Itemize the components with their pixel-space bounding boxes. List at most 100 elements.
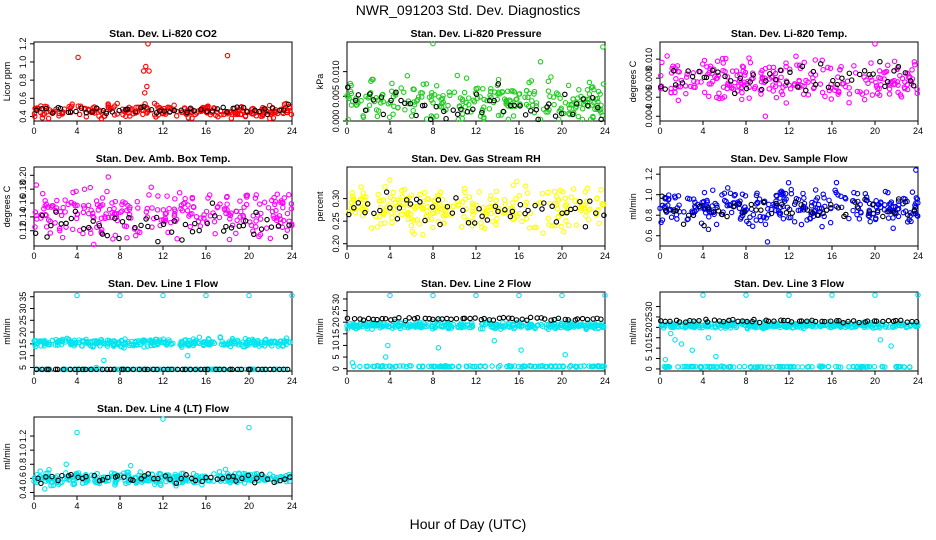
- data-point: [715, 69, 721, 75]
- data-point: [502, 209, 509, 216]
- y-tick-label: 1.2: [644, 168, 654, 181]
- x-tick-label: 8: [743, 251, 748, 261]
- data-point: [885, 215, 892, 221]
- data-point: [374, 113, 381, 120]
- data-point: [911, 59, 918, 65]
- data-point: [438, 104, 445, 110]
- data-point: [184, 207, 191, 214]
- data-point: [98, 115, 105, 122]
- data-point: [892, 203, 899, 210]
- data-point: [281, 339, 288, 346]
- data-point: [461, 185, 468, 192]
- data-point: [171, 107, 178, 114]
- data-point: [584, 198, 590, 204]
- data-point: [169, 366, 175, 373]
- data-point: [582, 224, 589, 230]
- data-point: [827, 65, 834, 71]
- data-point: [497, 362, 503, 369]
- data-point: [473, 91, 480, 97]
- data-point: [352, 323, 359, 329]
- data-point: [514, 96, 520, 102]
- data-point: [45, 115, 52, 122]
- plot-frame: [659, 291, 919, 372]
- data-point: [736, 83, 742, 89]
- data-points: [657, 167, 921, 245]
- data-point: [68, 339, 75, 346]
- data-point: [509, 208, 516, 215]
- data-point: [783, 100, 790, 106]
- data-point: [526, 90, 533, 97]
- data-point: [525, 325, 531, 331]
- data-point: [274, 215, 280, 221]
- data-point: [518, 322, 525, 329]
- data-point: [914, 213, 921, 219]
- data-point: [223, 223, 229, 230]
- x-tick-label: 8: [117, 501, 122, 511]
- data-point: [40, 112, 46, 118]
- data-point: [447, 92, 453, 99]
- x-tick-label: 8: [430, 251, 435, 261]
- y-tick-label: 35: [18, 292, 28, 302]
- data-point: [389, 325, 396, 331]
- data-point: [192, 220, 198, 227]
- data-point: [355, 200, 362, 206]
- data-point: [178, 107, 185, 114]
- data-point: [349, 360, 356, 366]
- data-point: [212, 230, 218, 237]
- data-point: [719, 192, 725, 198]
- data-point: [741, 209, 747, 215]
- data-point: [830, 77, 836, 84]
- data-point: [720, 67, 726, 74]
- data-point: [173, 480, 180, 487]
- data-point: [192, 366, 199, 373]
- data-point: [453, 315, 460, 322]
- data-points: [346, 177, 607, 238]
- data-point: [815, 201, 822, 208]
- data-points: [31, 41, 295, 122]
- data-point: [529, 98, 535, 104]
- data-point: [490, 203, 497, 209]
- data-point: [229, 366, 236, 373]
- data-point: [143, 209, 150, 215]
- data-point: [48, 222, 54, 229]
- data-point: [448, 316, 454, 322]
- data-point: [444, 203, 451, 210]
- data-point: [865, 80, 871, 87]
- data-point: [819, 89, 826, 96]
- data-point: [101, 357, 107, 364]
- data-point: [739, 191, 746, 197]
- data-point: [912, 62, 918, 68]
- data-point: [773, 192, 779, 199]
- data-point: [454, 72, 461, 79]
- data-point: [679, 364, 686, 370]
- data-point: [545, 78, 552, 85]
- data-point: [787, 69, 793, 76]
- data-point: [568, 102, 574, 108]
- data-point: [554, 205, 561, 212]
- data-point: [739, 89, 745, 96]
- data-point: [423, 81, 430, 87]
- y-tick-label: 0.12: [18, 222, 28, 240]
- data-point: [683, 90, 689, 97]
- data-point: [706, 93, 712, 100]
- data-point: [780, 189, 786, 196]
- data-point: [190, 342, 197, 349]
- data-point: [363, 194, 369, 200]
- data-point: [664, 364, 671, 370]
- data-point: [484, 97, 490, 104]
- data-point: [252, 341, 259, 348]
- data-point: [806, 364, 812, 370]
- data-point: [788, 319, 795, 325]
- data-point: [80, 230, 86, 237]
- data-point: [912, 204, 918, 211]
- data-point: [360, 190, 366, 196]
- data-point: [723, 55, 729, 62]
- data-point: [466, 95, 472, 101]
- chart-title: Stan. Dev. Li-820 Temp.: [731, 28, 847, 40]
- data-point: [390, 189, 397, 196]
- data-point: [583, 213, 589, 219]
- data-point: [374, 316, 380, 323]
- y-tick-label: 0.16: [18, 194, 28, 212]
- data-point: [207, 366, 214, 373]
- data-point: [389, 80, 395, 87]
